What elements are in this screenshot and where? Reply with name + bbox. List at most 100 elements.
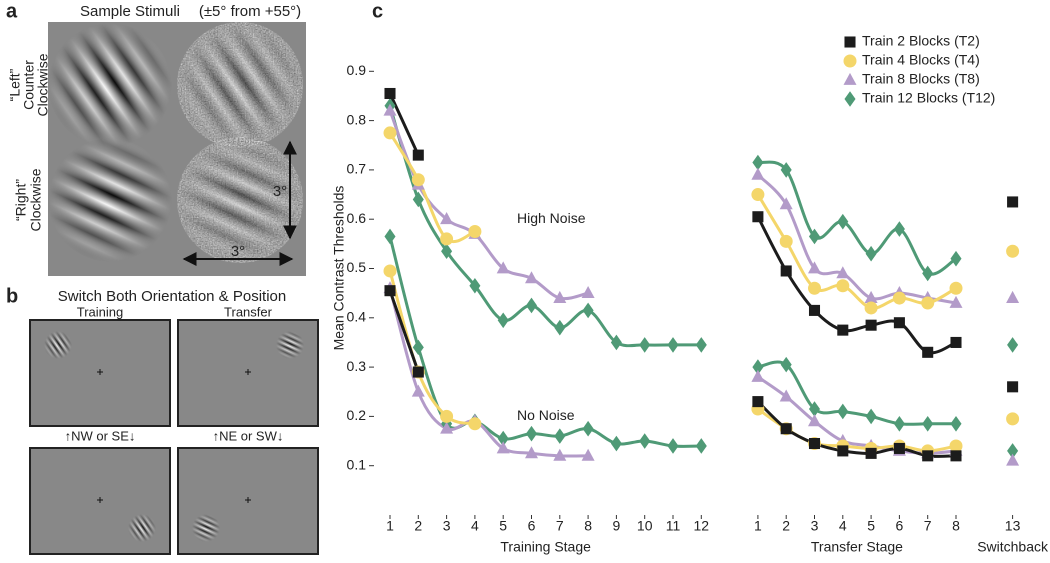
data-point xyxy=(411,173,425,187)
data-point xyxy=(751,369,765,382)
data-point xyxy=(440,409,454,423)
data-point xyxy=(921,296,935,310)
data-point xyxy=(922,265,934,282)
data-point xyxy=(525,297,538,314)
data-point xyxy=(1007,443,1019,459)
data-point xyxy=(865,447,877,459)
data-point xyxy=(922,450,934,462)
data-point xyxy=(1007,381,1019,393)
data-point xyxy=(780,162,792,178)
data-point xyxy=(950,415,962,432)
x-axis-label: Training Stage xyxy=(500,539,591,555)
y-tick-label: 0.8 xyxy=(347,111,367,127)
scale-label: 3° xyxy=(231,243,245,260)
legend-label: Train 2 Blocks (T2) xyxy=(862,33,980,49)
data-point xyxy=(1007,337,1019,353)
data-point xyxy=(553,448,567,461)
data-point xyxy=(525,425,538,442)
data-point xyxy=(950,450,962,462)
data-point xyxy=(667,337,679,353)
x-tick-label: 12 xyxy=(694,518,710,534)
data-point xyxy=(411,384,425,397)
data-point xyxy=(836,266,850,279)
data-point xyxy=(496,261,510,274)
data-point xyxy=(751,167,765,180)
y-tick-label: 0.5 xyxy=(347,259,367,275)
data-point xyxy=(554,319,566,336)
data-point xyxy=(582,420,594,437)
data-point xyxy=(1006,412,1020,426)
data-point xyxy=(441,243,453,260)
data-point xyxy=(384,87,396,100)
data-point xyxy=(468,417,482,431)
data-point xyxy=(949,295,963,308)
screen xyxy=(177,319,319,427)
data-point xyxy=(639,337,651,353)
data-point xyxy=(837,445,849,457)
row-label: “Left” xyxy=(7,68,23,101)
data-point xyxy=(1006,244,1020,258)
data-point xyxy=(780,265,792,277)
data-point xyxy=(440,212,454,225)
data-point xyxy=(837,213,849,230)
data-point xyxy=(949,281,963,295)
legend-marker xyxy=(843,54,857,68)
data-point xyxy=(752,154,764,171)
data-point xyxy=(808,261,821,274)
data-point xyxy=(893,317,905,329)
data-point xyxy=(383,103,397,116)
row-label: Counter xyxy=(21,60,37,110)
data-point xyxy=(581,286,595,299)
data-point xyxy=(554,428,566,444)
data-point xyxy=(893,415,905,432)
x-tick-label: 2 xyxy=(414,518,422,534)
x-axis-label: Transfer Stage xyxy=(811,539,903,555)
panel-label: b xyxy=(6,285,18,307)
y-tick-label: 0.3 xyxy=(347,358,367,374)
noisy-gabor xyxy=(177,137,303,263)
data-point xyxy=(582,302,594,319)
data-point xyxy=(610,435,622,452)
x-tick-label: 3 xyxy=(443,518,451,534)
x-tick-label: 4 xyxy=(839,518,847,534)
x-tick-label: 1 xyxy=(386,518,394,534)
data-point xyxy=(922,415,934,432)
x-tick-label: 9 xyxy=(613,518,621,534)
data-point xyxy=(468,225,482,239)
x-tick-label: 2 xyxy=(782,518,790,534)
row-label: Clockwise xyxy=(28,168,44,231)
data-point xyxy=(412,339,424,356)
y-axis-label: Mean Contrast Thresholds xyxy=(331,186,347,351)
legend-label: Train 4 Blocks (T4) xyxy=(862,52,980,68)
series-line xyxy=(388,132,476,244)
x-tick-label: 7 xyxy=(924,518,932,534)
data-point xyxy=(808,304,821,316)
data-point xyxy=(383,126,397,140)
panel-subtitle: (±5° from +55°) xyxy=(199,3,301,20)
data-point xyxy=(950,250,962,267)
data-point xyxy=(865,408,877,425)
data-point xyxy=(639,433,651,449)
y-tick-label: 0.9 xyxy=(347,62,367,78)
row-label: Clockwise xyxy=(35,53,51,116)
series-line xyxy=(388,270,476,426)
data-point xyxy=(695,337,707,353)
x-axis-label: Switchback xyxy=(977,539,1049,555)
data-point xyxy=(525,446,538,459)
x-tick-label: 5 xyxy=(499,518,507,534)
y-tick-label: 0.1 xyxy=(347,456,367,472)
x-tick-label: 11 xyxy=(666,518,681,534)
data-point xyxy=(412,366,424,378)
data-point xyxy=(469,277,481,294)
data-point xyxy=(440,421,454,434)
x-tick-label: 1 xyxy=(754,518,762,534)
data-point xyxy=(695,438,707,454)
data-point xyxy=(780,423,792,435)
data-point xyxy=(865,319,877,331)
data-point xyxy=(808,437,821,450)
data-point xyxy=(779,234,793,248)
direction-label: ↑NW or SE↓ xyxy=(65,428,136,443)
data-point xyxy=(837,324,849,336)
data-point xyxy=(752,211,764,223)
data-point xyxy=(836,279,850,293)
